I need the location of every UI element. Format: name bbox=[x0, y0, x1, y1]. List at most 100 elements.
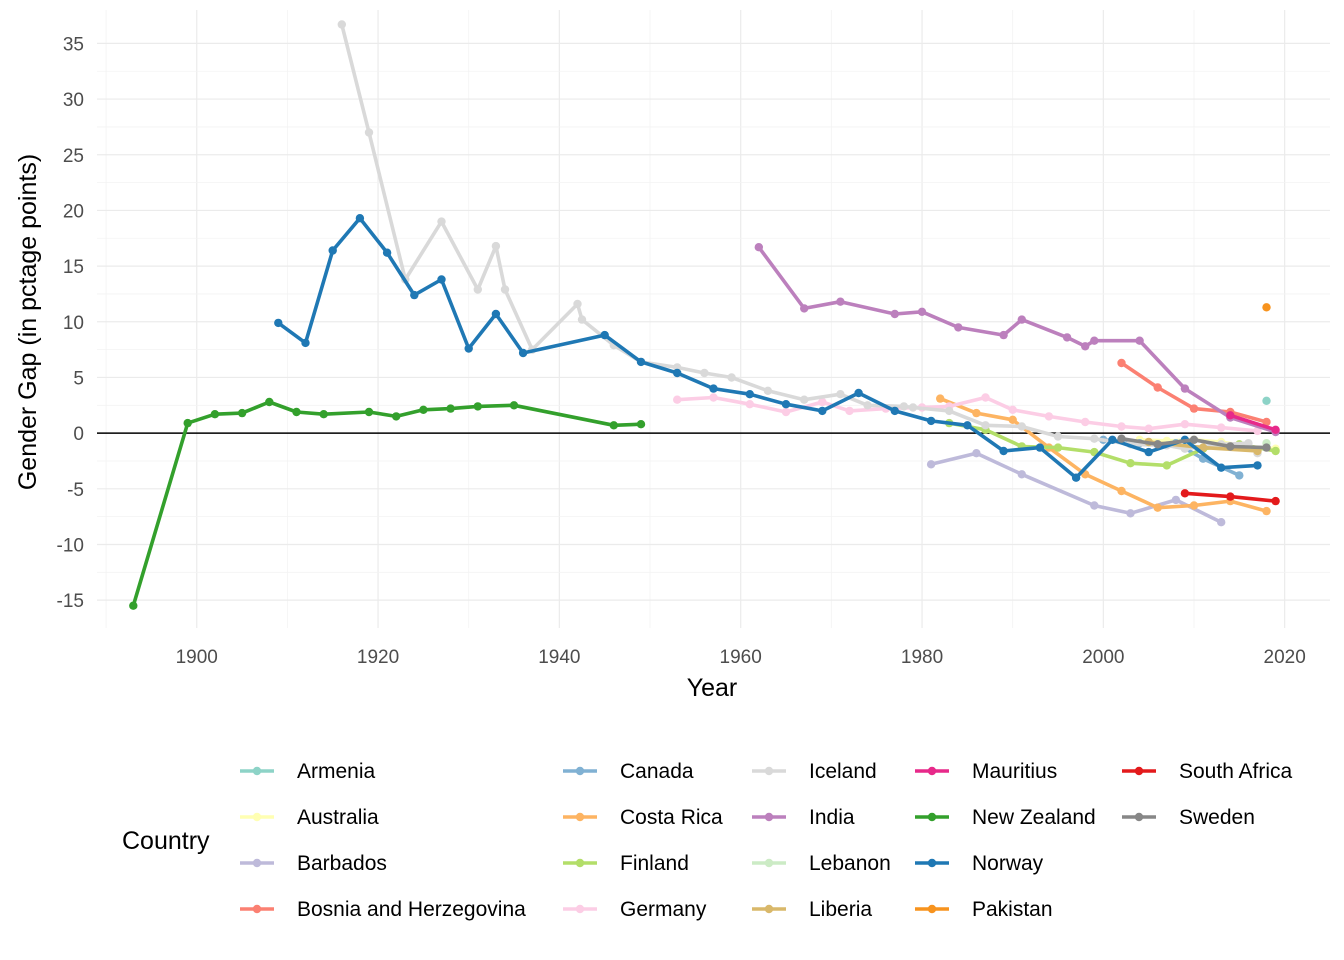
data-point bbox=[890, 309, 899, 319]
data-point bbox=[818, 406, 827, 416]
legend-key-point bbox=[575, 812, 585, 822]
data-point bbox=[337, 20, 346, 29]
data-point bbox=[1180, 489, 1190, 498]
data-point bbox=[727, 373, 736, 382]
data-point bbox=[1189, 501, 1199, 510]
series-line bbox=[1228, 413, 1278, 432]
series-germany bbox=[673, 393, 1262, 436]
data-point bbox=[1062, 333, 1072, 342]
data-point bbox=[1226, 411, 1235, 420]
data-point bbox=[800, 304, 809, 313]
data-point bbox=[1262, 506, 1271, 516]
data-point bbox=[1217, 518, 1226, 527]
y-tick-label: -10 bbox=[57, 535, 84, 556]
legend-item-armenia: Armenia bbox=[240, 760, 376, 783]
data-point bbox=[890, 406, 899, 416]
data-point bbox=[945, 406, 954, 416]
data-point bbox=[754, 243, 763, 252]
legend-key-point bbox=[1134, 812, 1144, 822]
data-point bbox=[1144, 447, 1153, 457]
data-point bbox=[981, 393, 990, 402]
legend-key-point bbox=[927, 858, 937, 868]
legend-label: Mauritius bbox=[972, 760, 1057, 783]
series-norway bbox=[274, 214, 1262, 482]
data-point bbox=[1198, 443, 1208, 452]
data-point bbox=[600, 330, 609, 340]
data-point bbox=[1217, 423, 1226, 432]
series-pakistan bbox=[1262, 303, 1271, 312]
data-point bbox=[1271, 496, 1280, 506]
data-point bbox=[636, 357, 646, 367]
data-point bbox=[573, 299, 582, 309]
legend-item-south-africa: South Africa bbox=[1122, 760, 1293, 783]
data-point bbox=[1135, 336, 1144, 345]
data-point bbox=[1008, 405, 1017, 414]
data-point bbox=[1271, 446, 1280, 456]
data-point bbox=[1053, 443, 1063, 452]
y-tick-label: 25 bbox=[63, 146, 84, 167]
data-point bbox=[464, 344, 473, 353]
series-line bbox=[675, 395, 1260, 433]
data-point bbox=[1008, 415, 1017, 424]
data-point bbox=[410, 290, 419, 300]
data-point bbox=[183, 418, 192, 428]
data-point bbox=[709, 384, 718, 393]
legend-label: Lebanon bbox=[809, 852, 891, 875]
data-point bbox=[972, 408, 981, 418]
data-point bbox=[1226, 442, 1235, 451]
legend-item-barbados: Barbados bbox=[240, 852, 387, 875]
series-lines bbox=[129, 20, 1280, 610]
y-tick-label: 20 bbox=[63, 201, 84, 222]
y-tick-label: -15 bbox=[57, 591, 84, 612]
data-point bbox=[917, 307, 927, 316]
legend-item-australia: Australia bbox=[240, 806, 379, 829]
legend-item-costa-rica: Costa Rica bbox=[563, 806, 723, 829]
data-point bbox=[1090, 501, 1099, 510]
data-point bbox=[854, 388, 863, 398]
series-line bbox=[339, 22, 1260, 456]
data-point bbox=[836, 390, 845, 399]
data-point bbox=[437, 217, 446, 226]
data-point bbox=[274, 318, 283, 328]
data-point bbox=[1153, 440, 1162, 449]
data-point bbox=[709, 393, 718, 402]
data-point bbox=[1117, 434, 1126, 443]
legend-label: New Zealand bbox=[972, 806, 1096, 829]
y-tick-label: 30 bbox=[63, 90, 84, 111]
data-point bbox=[1271, 425, 1280, 434]
data-point bbox=[446, 404, 455, 413]
data-point bbox=[1017, 422, 1026, 431]
legend-key-point bbox=[1134, 766, 1144, 776]
data-point bbox=[509, 401, 519, 410]
series-barbados bbox=[926, 449, 1226, 527]
legend-label: Bosnia and Herzegovina bbox=[297, 898, 526, 921]
data-point bbox=[437, 275, 446, 284]
legend-label: Barbados bbox=[297, 852, 387, 875]
data-point bbox=[926, 416, 936, 426]
y-tick-label: 10 bbox=[63, 313, 84, 334]
legend-label: Armenia bbox=[297, 760, 376, 783]
data-point bbox=[1090, 336, 1099, 345]
data-point bbox=[1144, 424, 1153, 433]
grid bbox=[97, 10, 1330, 628]
data-point bbox=[1253, 426, 1262, 436]
x-axis-title: Year bbox=[687, 674, 738, 702]
data-point bbox=[1171, 495, 1181, 505]
legend-key-point bbox=[927, 812, 937, 822]
data-point bbox=[1180, 420, 1190, 429]
data-point bbox=[319, 410, 328, 419]
data-point bbox=[473, 285, 482, 294]
data-point bbox=[1153, 503, 1162, 512]
data-point bbox=[382, 248, 392, 257]
data-point bbox=[473, 402, 482, 411]
x-tick-label: 1960 bbox=[720, 647, 762, 668]
data-point bbox=[500, 285, 510, 294]
legend-key-point bbox=[927, 904, 937, 914]
legend-key-point bbox=[927, 766, 937, 776]
series-south-africa bbox=[1180, 489, 1280, 506]
data-point bbox=[1017, 315, 1026, 324]
data-point bbox=[636, 420, 646, 429]
data-point bbox=[1126, 459, 1135, 468]
legend-label: South Africa bbox=[1179, 760, 1293, 783]
